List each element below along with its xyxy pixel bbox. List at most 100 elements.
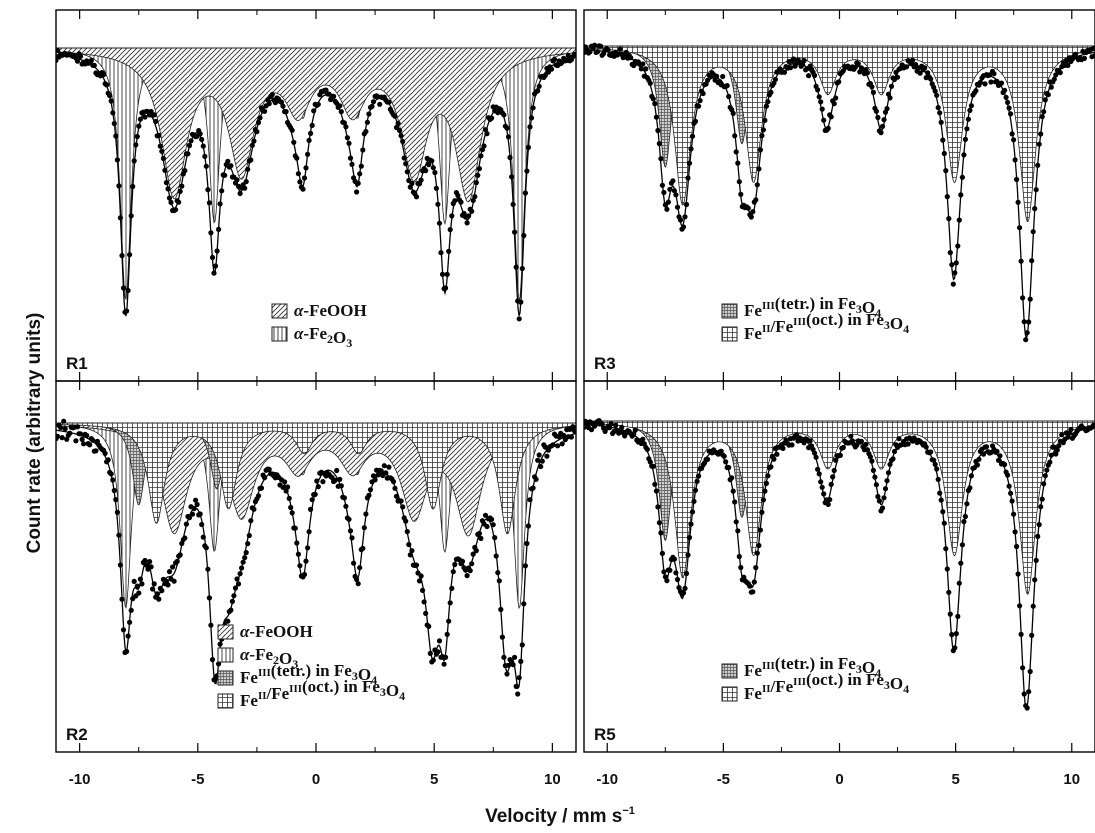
- data-point: [1027, 296, 1033, 302]
- data-point: [533, 476, 539, 482]
- data-point: [242, 185, 248, 191]
- data-point: [947, 611, 953, 617]
- data-point: [913, 61, 919, 68]
- data-point: [77, 53, 84, 60]
- data-point: [131, 158, 137, 164]
- data-point: [729, 475, 735, 481]
- data-point: [283, 488, 289, 494]
- data-point: [182, 168, 188, 174]
- data-point: [1020, 665, 1026, 671]
- data-point: [142, 557, 148, 564]
- data-point: [361, 525, 367, 531]
- data-point: [216, 661, 222, 667]
- data-point: [685, 552, 691, 558]
- data-point: [262, 475, 268, 481]
- data-point: [435, 649, 441, 655]
- data-point: [762, 117, 768, 123]
- data-point: [513, 683, 519, 690]
- data-point: [347, 155, 354, 161]
- data-point: [341, 495, 347, 501]
- data-point: [272, 100, 278, 106]
- data-point: [116, 183, 122, 189]
- data-point: [199, 521, 205, 528]
- data-point: [830, 474, 836, 480]
- data-point: [450, 569, 456, 575]
- data-point: [435, 201, 441, 207]
- data-point: [358, 163, 364, 169]
- data-point: [150, 586, 156, 592]
- data-point: [671, 556, 678, 562]
- data-point: [308, 506, 314, 512]
- data-point: [211, 270, 217, 276]
- data-point: [127, 252, 133, 258]
- data-point: [953, 631, 959, 637]
- data-point: [341, 120, 347, 126]
- data-point: [544, 453, 550, 459]
- data-point: [81, 441, 87, 447]
- data-point: [815, 466, 821, 472]
- data-point: [882, 486, 889, 492]
- data-point: [1032, 206, 1038, 212]
- data-point: [935, 476, 941, 482]
- data-point: [685, 175, 691, 181]
- data-point: [203, 163, 209, 169]
- data-point: [297, 563, 303, 569]
- data-point: [1003, 94, 1009, 100]
- legend-swatch-vert: [217, 647, 234, 663]
- data-point: [185, 151, 191, 157]
- data-point: [671, 188, 678, 194]
- data-point: [188, 138, 194, 144]
- data-point: [177, 188, 183, 194]
- data-point: [667, 186, 673, 192]
- data-point: [205, 566, 211, 572]
- data-point: [947, 250, 953, 256]
- x-axis-title-unit-exponent: −1: [622, 805, 635, 817]
- data-point: [482, 512, 489, 518]
- data-point: [1014, 543, 1020, 550]
- data-point: [79, 436, 85, 442]
- data-point: [643, 66, 649, 72]
- data-point: [689, 133, 696, 139]
- data-point: [869, 84, 875, 90]
- data-point: [735, 528, 741, 534]
- data-point: [406, 541, 412, 548]
- data-point: [234, 576, 240, 582]
- data-point: [285, 484, 291, 490]
- data-point: [1045, 92, 1051, 98]
- data-point: [674, 204, 681, 210]
- data-point: [724, 83, 730, 89]
- legend-swatch-diag: [217, 624, 234, 640]
- data-point: [243, 549, 249, 556]
- data-point: [490, 522, 496, 528]
- data-point: [733, 149, 739, 155]
- data-point: [67, 430, 73, 436]
- data-point: [193, 497, 199, 503]
- data-point: [721, 453, 727, 459]
- data-point: [953, 260, 959, 266]
- data-point: [955, 613, 961, 620]
- data-point: [386, 464, 392, 470]
- data-point: [455, 192, 461, 199]
- legend-swatch-dense: [721, 663, 738, 679]
- data-point: [375, 472, 381, 478]
- data-point: [1032, 577, 1038, 583]
- data-point: [941, 520, 947, 526]
- data-point: [812, 72, 818, 79]
- data-point: [469, 561, 475, 567]
- data-point: [87, 442, 93, 448]
- legend-entry: FeIII(tetr.) in Fe3O4: [744, 294, 881, 320]
- data-point: [206, 595, 212, 601]
- data-point: [539, 458, 545, 464]
- data-point: [967, 107, 973, 113]
- data-point: [1030, 229, 1036, 235]
- data-point: [189, 511, 196, 517]
- data-point: [240, 559, 246, 565]
- data-point: [1008, 490, 1014, 496]
- data-point: [780, 445, 786, 451]
- component-area-octahedral: [56, 422, 576, 535]
- data-point: [673, 192, 679, 198]
- data-point: [870, 89, 877, 95]
- data-point: [228, 163, 234, 169]
